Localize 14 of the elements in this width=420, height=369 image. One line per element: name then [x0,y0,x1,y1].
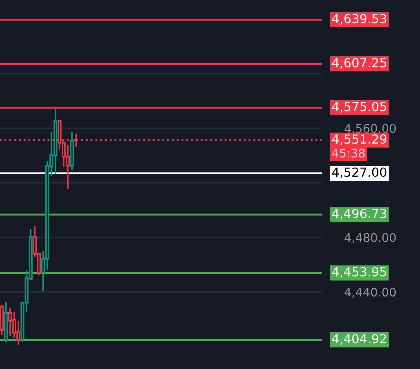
text: 45:38 [332,148,366,158]
candlestick [8,307,12,337]
ref-line-label: 4,551.29 [332,134,387,146]
ref-line-label: 4,404.92 [332,334,386,345]
ref-line-label: 4,496.73 [332,208,386,220]
ref-line-label: 4,453.95 [332,267,386,278]
ref-line-label: 4,527.00 [332,168,387,178]
ref-line-label: 4,607.25 [332,58,386,69]
ref-line-label: 4,639.53 [332,14,386,25]
y-tick-label: 4,440.00 [344,288,396,298]
y-tick-label: 4,480.00 [344,233,396,244]
y-tick-label: 4,560.00 [344,124,396,134]
candlestick [66,144,70,190]
ref-line-label: 4,575.05 [332,102,386,113]
